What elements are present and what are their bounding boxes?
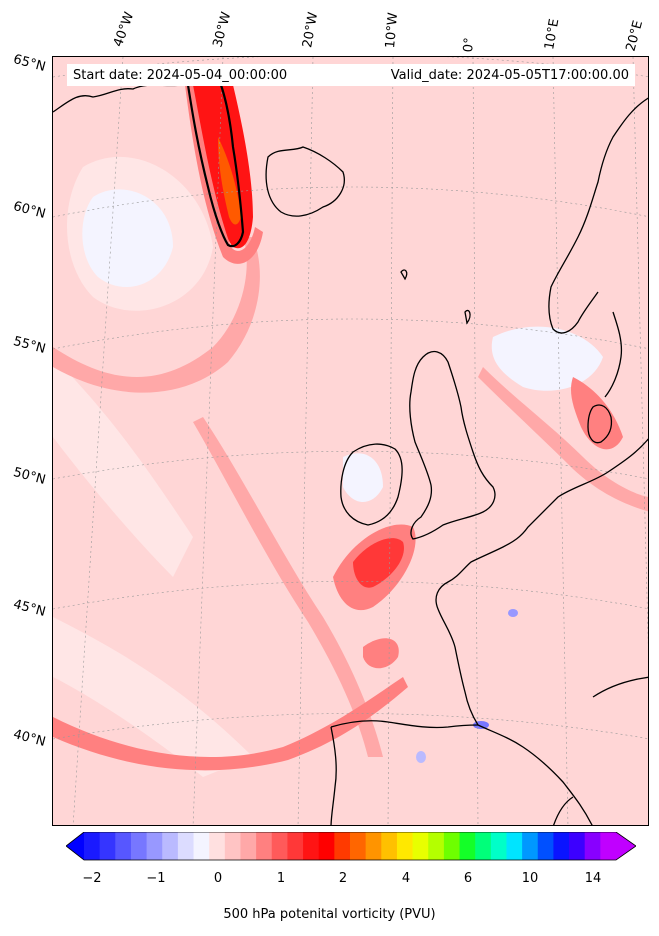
lon-label-40w: 40°W	[110, 10, 138, 49]
coastlines	[53, 84, 648, 825]
lat-label-50n: 50°N	[11, 465, 48, 488]
colorbar-swatch	[162, 832, 179, 860]
colorbar-swatch	[146, 832, 163, 860]
colorbar-swatch	[224, 832, 241, 860]
colorbar-swatch	[381, 832, 398, 860]
lon-label-30w: 30°W	[210, 10, 235, 49]
coast-iberia-east	[477, 724, 593, 825]
pv-near-zero-region	[82, 189, 173, 287]
colorbar-swatch	[443, 832, 461, 860]
coast-continent	[435, 438, 648, 726]
colorbar-swatch	[475, 832, 492, 860]
cbar-tick-0: 0	[213, 871, 223, 886]
colorbar-swatch	[459, 832, 476, 860]
pv-band-arc-west	[53, 237, 260, 393]
colorbar-swatch	[303, 832, 320, 860]
coast-iberia-north	[330, 720, 479, 729]
coast-iceland	[265, 146, 345, 217]
lat-label-55n: 55°N	[11, 334, 48, 357]
colorbar-swatch	[209, 832, 226, 860]
lon-label-10e: 10°E	[542, 17, 563, 52]
colorbar-swatch	[318, 832, 335, 860]
colorbar-swatch	[428, 832, 445, 860]
coast-sweden	[604, 311, 623, 398]
coast-norway	[548, 97, 648, 334]
pv-near-zero-ireland	[343, 453, 383, 502]
pv-streamer-core	[218, 137, 241, 225]
valid-date-label: Valid_date: 2024-05-05T17:00:00.00	[390, 67, 629, 83]
colorbar-swatch	[177, 832, 195, 860]
pv-negative-spot-1	[508, 609, 518, 617]
colorbar-swatch	[506, 832, 523, 860]
pv-low-band-2	[53, 617, 253, 777]
colorbar-swatch	[600, 832, 617, 860]
coast-balearic	[553, 796, 574, 825]
colorbar-swatch	[256, 832, 273, 860]
pv-anomaly-iberia-north	[363, 638, 399, 669]
pv-anomaly-biscay-core	[353, 538, 404, 588]
pv-band-arc-south	[53, 677, 408, 771]
colorbar-swatch	[287, 832, 304, 860]
start-date-label: Start date: 2024-05-04_00:00:00	[73, 67, 288, 83]
coast-greenland-east	[186, 84, 245, 248]
colorbar-swatch	[350, 832, 367, 860]
cbar-tick-14: 14	[584, 871, 602, 886]
lon-label-20w: 20°W	[300, 11, 322, 50]
colorbar-label: 500 hPa potenital vorticity (PVU)	[223, 907, 436, 922]
pv-near-zero-north-sea	[491, 326, 603, 391]
lon-label-10w: 10°W	[383, 11, 402, 49]
colorbar-swatch	[99, 832, 116, 860]
coast-shetland	[464, 309, 471, 325]
cbar-tick-4: 4	[401, 871, 411, 886]
lat-label-60n: 60°N	[11, 199, 48, 222]
colorbar-swatch	[130, 832, 148, 860]
colorbar	[66, 832, 636, 861]
colorbar-swatch	[553, 832, 570, 860]
map-panel[interactable]: Start date: 2024-05-04_00:00:00 Valid_da…	[52, 56, 649, 826]
cbar-tick-2: 2	[338, 871, 348, 886]
colorbar-extend-max	[616, 832, 636, 860]
coast-mediterranean	[592, 676, 648, 698]
lat-label-40n: 40°N	[11, 727, 48, 750]
colorbar-swatch	[537, 832, 554, 860]
cbar-tick-1: 1	[276, 871, 286, 886]
colorbar-swatch	[396, 832, 414, 860]
colorbar-swatch	[193, 832, 210, 860]
colorbar-extend-min	[66, 832, 84, 860]
pv-band-north-sea	[478, 367, 648, 512]
colorbar-swatch	[584, 832, 601, 860]
cbar-tick-10: 10	[521, 871, 539, 886]
colorbar-swatch	[334, 832, 351, 860]
pv-field-map	[53, 57, 648, 825]
coast-denmark	[587, 404, 613, 444]
colorbar-swatch	[240, 832, 257, 860]
colorbar-swatch	[569, 832, 586, 860]
colorbar-swatch	[522, 832, 539, 860]
colorbar-swatch	[490, 832, 507, 860]
pv-negative-spot-3	[416, 751, 426, 763]
coast-iberia-west	[330, 726, 337, 825]
pv-band-filament-central	[193, 417, 383, 757]
cbar-tick-m2: −2	[82, 871, 102, 886]
lon-label-0: 0°	[461, 36, 478, 53]
colorbar-swatch	[84, 832, 101, 860]
cbar-tick-m1: −1	[146, 871, 166, 886]
cbar-tick-6: 6	[463, 871, 473, 886]
colorbar-swatch	[115, 832, 132, 860]
colorbar-swatch	[271, 832, 288, 860]
lon-label-20e: 20°E	[623, 18, 647, 53]
lat-label-65n: 65°N	[11, 52, 48, 75]
coast-faroe	[400, 269, 408, 281]
colorbar-swatch	[412, 832, 429, 860]
pv-streamer-edge	[185, 85, 263, 264]
map-header: Start date: 2024-05-04_00:00:00 Valid_da…	[67, 64, 635, 86]
lat-label-45n: 45°N	[11, 597, 48, 620]
colorbar-outline	[66, 832, 636, 861]
colorbar-swatch	[365, 832, 382, 860]
coast-ireland	[340, 443, 403, 526]
pv-low-band-1	[53, 357, 193, 577]
coast-great-britain	[409, 350, 496, 540]
